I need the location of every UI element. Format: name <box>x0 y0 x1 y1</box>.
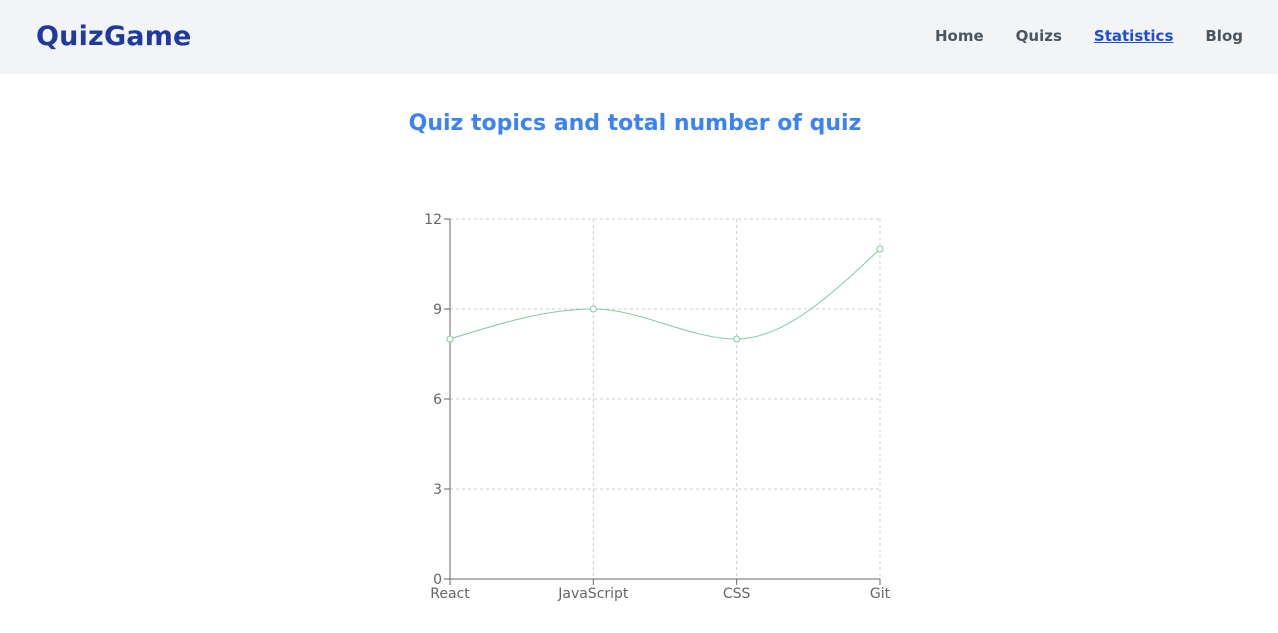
line-chart: 0 3 6 9 12 React JavaScript CSS Git <box>424 212 891 602</box>
y-tick-label: 3 <box>433 482 442 498</box>
x-tick-label: CSS <box>723 586 751 602</box>
data-point <box>446 335 454 343</box>
nav-links: Home Quizs Statistics Blog <box>903 26 1243 46</box>
nav-link-home[interactable]: Home <box>935 27 984 45</box>
nav-link-statistics[interactable]: Statistics <box>1093 27 1174 45</box>
nav-link-quizs[interactable]: Quizs <box>1015 27 1062 45</box>
y-tick-label: 12 <box>424 212 442 228</box>
x-tick-label: React <box>430 586 470 602</box>
navbar: QuizGame Home Quizs Statistics Blog <box>0 0 1278 74</box>
brand-logo[interactable]: QuizGame <box>36 21 192 52</box>
x-tick-label: JavaScript <box>557 586 629 602</box>
y-tick-label: 6 <box>433 392 442 408</box>
page-title: Quiz topics and total number of quiz <box>408 111 862 136</box>
data-point <box>589 305 597 313</box>
y-tick-label: 9 <box>433 302 442 318</box>
data-point <box>876 245 884 253</box>
nav-link-blog[interactable]: Blog <box>1205 27 1243 45</box>
y-tick-label: 0 <box>433 572 442 588</box>
series-line <box>449 248 881 340</box>
x-tick-label: Git <box>870 586 891 602</box>
data-point <box>733 335 741 343</box>
